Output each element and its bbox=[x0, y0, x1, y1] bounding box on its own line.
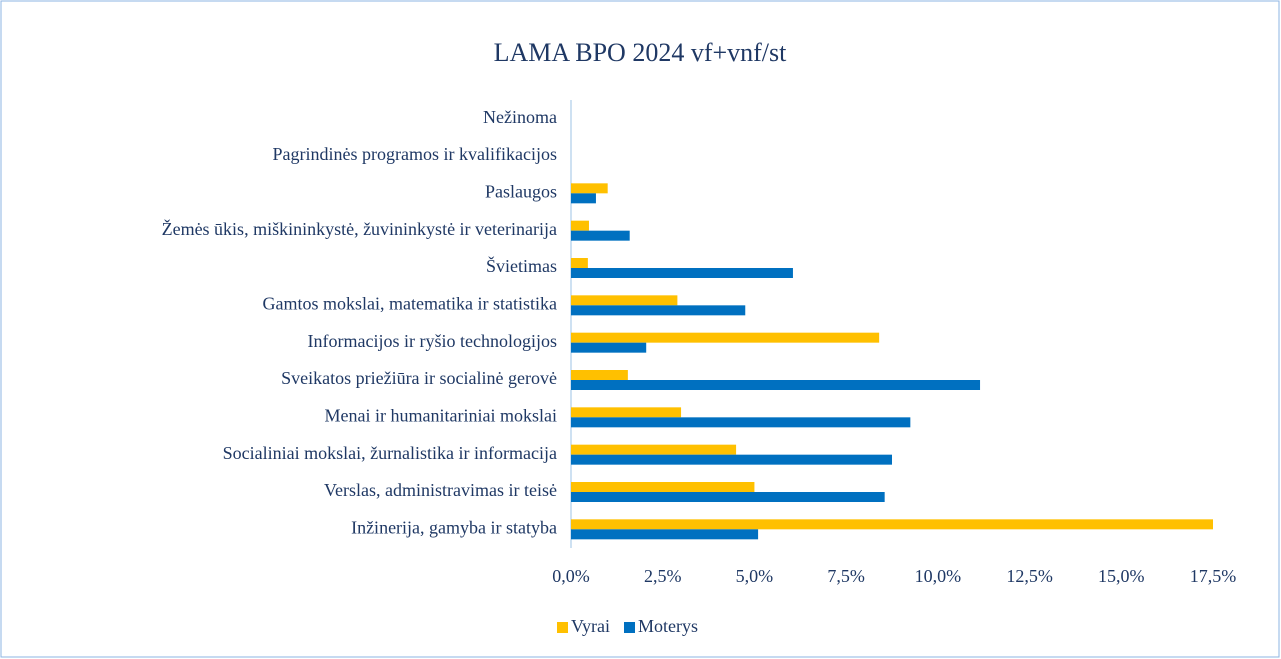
bar bbox=[571, 407, 682, 418]
bar bbox=[571, 482, 755, 492]
y-tick-label: Švietimas bbox=[486, 255, 557, 276]
bar bbox=[571, 417, 911, 428]
x-tick-label: 10,0% bbox=[915, 566, 962, 586]
bar bbox=[571, 529, 759, 540]
x-tick-label: 12,5% bbox=[1006, 566, 1053, 586]
x-tick-label: 0,0% bbox=[552, 566, 590, 586]
bar bbox=[571, 193, 596, 204]
y-tick-label: Inžinerija, gamyba ir statyba bbox=[351, 517, 557, 537]
bar bbox=[571, 454, 892, 465]
bar bbox=[571, 332, 880, 343]
chart-title: LAMA BPO 2024 vf+vnf/st bbox=[494, 38, 788, 67]
x-tick-label: 17,5% bbox=[1190, 566, 1237, 586]
y-tick-label: Socialiniai mokslai, žurnalistika ir inf… bbox=[223, 443, 557, 463]
bar bbox=[571, 220, 589, 231]
bar bbox=[571, 342, 647, 353]
bar bbox=[571, 258, 588, 268]
y-tick-label: Žemės ūkis, miškininkystė, žuvininkystė … bbox=[162, 218, 557, 239]
x-tick-label: 5,0% bbox=[736, 566, 774, 586]
x-tick-label: 7,5% bbox=[827, 566, 865, 586]
y-tick-label: Sveikatos priežiūra ir socialinė gerovė bbox=[281, 368, 557, 388]
y-tick-label: Paslaugos bbox=[485, 181, 557, 201]
y-tick-label: Nežinoma bbox=[483, 107, 557, 127]
legend-label: Moterys bbox=[638, 616, 698, 636]
x-tick-label: 15,0% bbox=[1098, 566, 1145, 586]
legend-label: Vyrai bbox=[571, 616, 610, 636]
y-tick-label: Menai ir humanitariniai mokslai bbox=[325, 405, 557, 425]
bar bbox=[571, 295, 678, 306]
bar bbox=[571, 305, 746, 316]
legend-swatch bbox=[557, 622, 568, 633]
y-tick-label: Gamtos mokslai, matematika ir statistika bbox=[263, 293, 557, 313]
bar bbox=[571, 492, 885, 502]
bar bbox=[571, 370, 628, 380]
x-tick-label: 2,5% bbox=[644, 566, 682, 586]
bar bbox=[571, 230, 630, 241]
bar bbox=[571, 380, 981, 390]
y-tick-label: Verslas, administravimas ir teisė bbox=[324, 480, 557, 500]
bar bbox=[571, 268, 793, 278]
legend-swatch bbox=[624, 622, 635, 633]
y-tick-label: Pagrindinės programos ir kvalifikacijos bbox=[273, 144, 557, 164]
y-tick-label: Informacijos ir ryšio technologijos bbox=[308, 331, 557, 351]
bar bbox=[571, 519, 1213, 530]
bar bbox=[571, 183, 608, 194]
bar bbox=[571, 444, 737, 455]
